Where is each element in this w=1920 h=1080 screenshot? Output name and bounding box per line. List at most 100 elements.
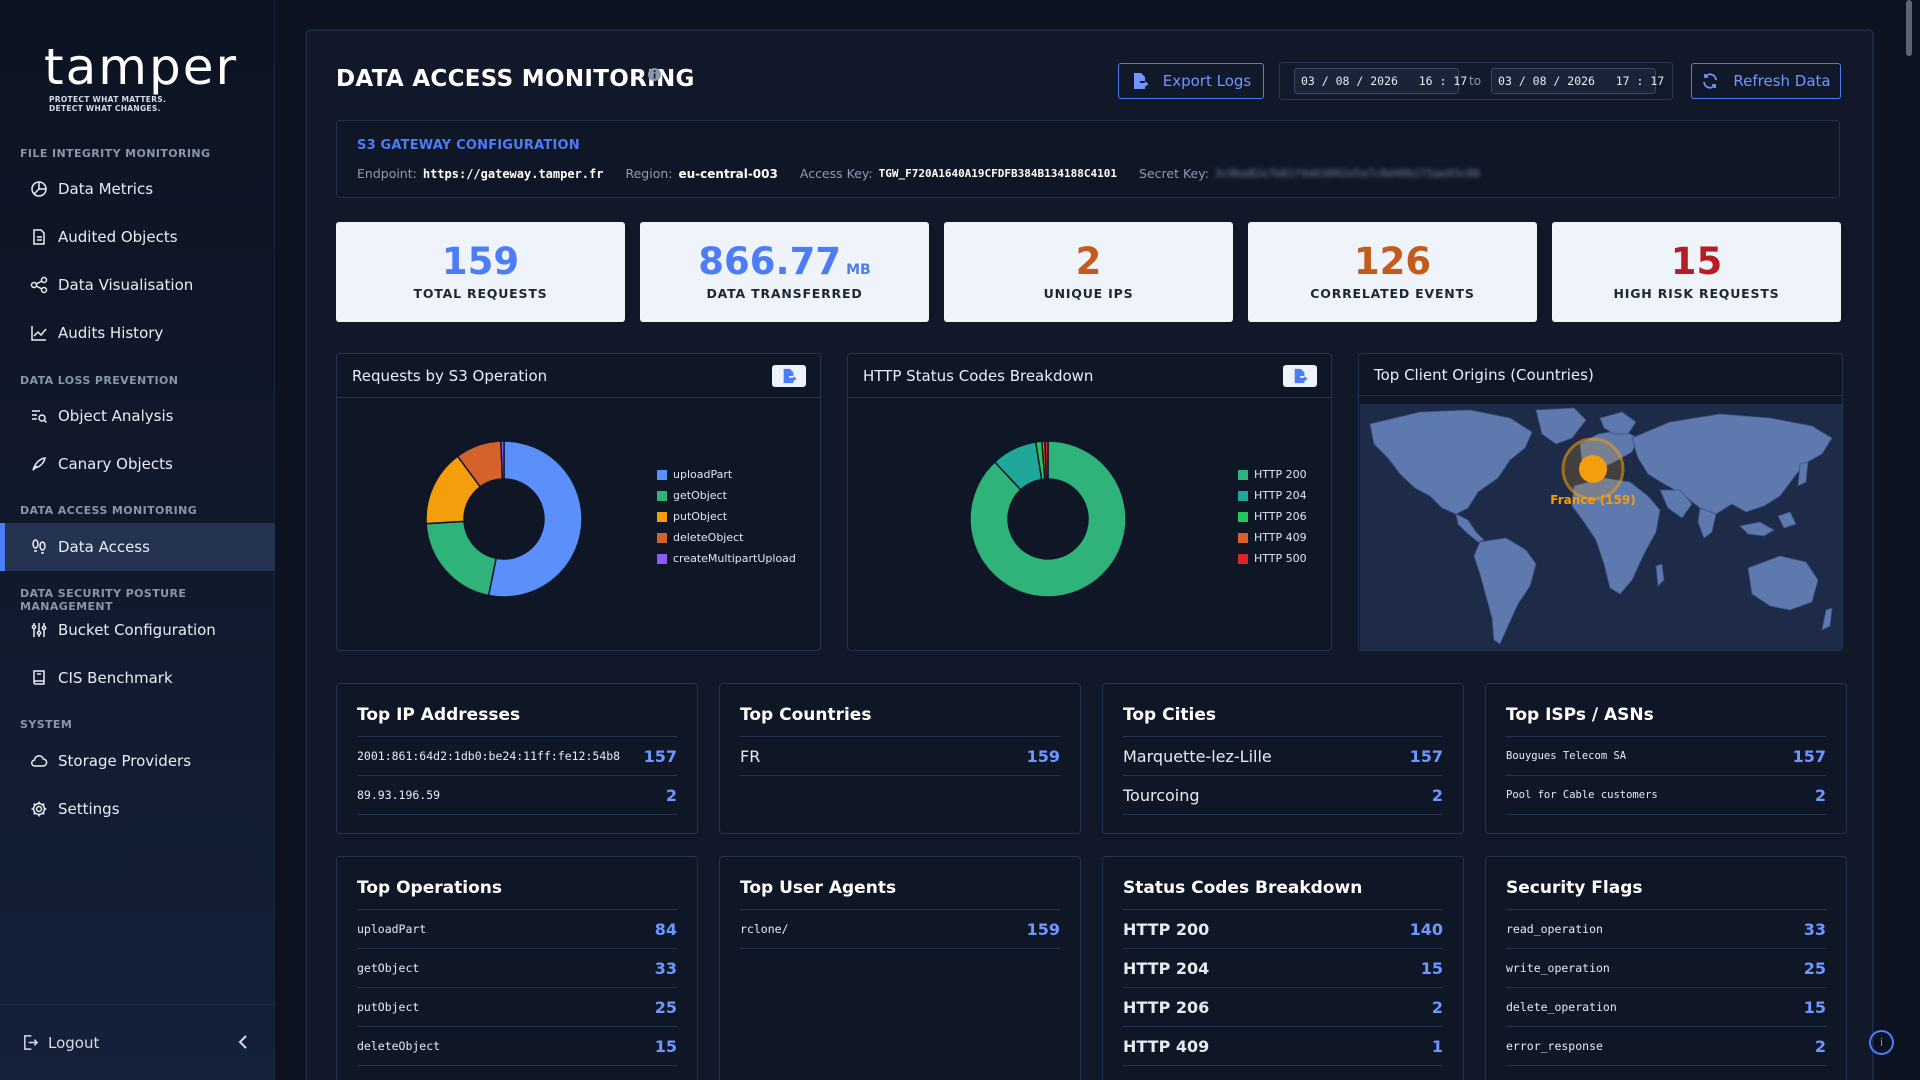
sidebar-item-label: Settings (58, 800, 120, 818)
card-rows: rclone/159 (740, 909, 1060, 949)
sidebar-item-label: Storage Providers (58, 752, 192, 770)
list-item-key: delete_operation (1506, 1000, 1617, 1014)
footprints-icon (30, 538, 48, 556)
card-rows: FR 159 (740, 736, 1060, 776)
legend-item[interactable]: getObject (657, 485, 796, 506)
legend-item[interactable]: HTTP 500 (1238, 548, 1307, 569)
date-range: 03 / 08 / 2026 16 : 17 to 03 / 08 / 2026… (1279, 62, 1673, 100)
donut-slice-uploadpart[interactable] (487, 440, 583, 598)
legend-item[interactable]: deleteObject (657, 527, 796, 548)
date-to-input[interactable]: 03 / 08 / 2026 17 : 17 (1491, 68, 1664, 94)
legend-item[interactable]: HTTP 200 (1238, 464, 1307, 485)
list-item-count: 2 (1431, 997, 1443, 1017)
page-scrollbar[interactable] (1904, 0, 1914, 1080)
legend-swatch (657, 532, 667, 543)
card-title: Security Flags (1506, 878, 1643, 898)
client-origins-panel: Top Client Origins (Countries) (1358, 353, 1843, 651)
sidebar-item-cis-benchmark[interactable]: CIS Benchmark (0, 654, 275, 702)
legend-item[interactable]: HTTP 206 (1238, 506, 1307, 527)
kpi-data-transferred: 866.77 MB DATA TRANSFERRED (640, 222, 929, 322)
logo-wordmark: tamper (44, 38, 239, 96)
list-item-key: rclone/ (740, 922, 789, 936)
logout-button[interactable]: Logout (22, 1034, 99, 1052)
legend-item[interactable]: HTTP 409 (1238, 527, 1307, 548)
card-rows: read_operation 33 write_operation 25 delete_… (1506, 909, 1826, 1066)
list-item-key: Tourcoing (1123, 785, 1200, 805)
legend-item[interactable]: createMultipartUpload (657, 548, 796, 569)
list-item: error_response 2 (1506, 1027, 1826, 1066)
legend-label: uploadPart (673, 468, 733, 481)
bird-icon (30, 455, 48, 473)
sidebar-item-canary-objects[interactable]: Canary Objects (0, 440, 275, 488)
donut-slice-http-200[interactable] (969, 440, 1127, 598)
legend-item[interactable]: HTTP 204 (1238, 485, 1307, 506)
donut-slice-getobject[interactable] (425, 520, 497, 597)
list-item-key: read_operation (1506, 922, 1603, 936)
pie-chart-icon (30, 180, 48, 198)
list-item-count: 159 (1026, 746, 1060, 766)
export-logs-button[interactable]: Export Logs (1118, 63, 1264, 99)
sidebar-item-data-access[interactable]: Data Access (0, 523, 275, 571)
sidebar-item-object-analysis[interactable]: Object Analysis (0, 392, 275, 440)
file-export-icon (783, 368, 797, 384)
legend-item[interactable]: uploadPart (657, 464, 796, 485)
list-item-key: error_response (1506, 1039, 1603, 1053)
list-item-count: 157 (643, 746, 677, 766)
help-button[interactable]: i (1869, 1030, 1894, 1055)
sidebar-item-data-visualisation[interactable]: Data Visualisation (0, 261, 275, 309)
logo-tagline-2: DETECT WHAT CHANGES. (49, 104, 161, 113)
sidebar-footer: Logout (0, 1004, 275, 1080)
list-item-count: 15 (654, 1036, 677, 1056)
stats-card: Top Countries FR 159 (719, 683, 1081, 834)
http-status-legend: HTTP 200 HTTP 204 HTTP 206 HTTP 409 HTTP 500 (1238, 464, 1307, 569)
list-item-count: 15 (1803, 997, 1826, 1017)
card-rows: uploadPart 84 getObject 33 putObject 25 delete… (357, 909, 677, 1066)
kpi-unit: MB (846, 262, 871, 278)
kpi-label: CORRELATED EVENTS (1310, 286, 1475, 301)
card-rows: 2001:861:64d2:1db0:be24:11ff:fe12:54b8 15… (357, 736, 677, 815)
sidebar-item-data-metrics[interactable]: Data Metrics (0, 165, 275, 213)
sidebar-item-settings[interactable]: Settings (0, 785, 275, 833)
legend-item[interactable]: putObject (657, 506, 796, 527)
s3-gateway-config: S3 GATEWAY CONFIGURATION Endpoint: https… (336, 120, 1840, 198)
stats-card: Top Operations uploadPart 84 getObject 33 put… (336, 856, 698, 1080)
donut-slice-http-500[interactable] (1044, 440, 1049, 480)
list-item-count: 33 (1803, 919, 1826, 939)
legend-swatch (657, 511, 667, 522)
list-item-key: 89.93.196.59 (357, 788, 441, 802)
legend-label: deleteObject (673, 531, 744, 544)
kpi-high-risk-requests: 15 HIGH RISK REQUESTS (1552, 222, 1841, 322)
sidebar-item-audits-history[interactable]: Audits History (0, 309, 275, 357)
legend-label: HTTP 200 (1254, 468, 1307, 481)
info-icon[interactable] (647, 67, 662, 82)
sidebar-item-bucket-configuration[interactable]: Bucket Configuration (0, 606, 275, 654)
legend-swatch (1238, 511, 1248, 522)
cloud-icon (30, 752, 48, 770)
chevron-left-icon[interactable] (235, 1031, 253, 1053)
panel-export-button[interactable] (1283, 365, 1317, 387)
panel-title: Top Client Origins (Countries) (1374, 365, 1594, 384)
refresh-data-button[interactable]: Refresh Data (1691, 63, 1841, 99)
donut-slice-createmultipartupload[interactable] (500, 440, 505, 480)
list-item-key: getObject (357, 961, 420, 975)
logout-label: Logout (48, 1033, 100, 1052)
logo-tagline-1: PROTECT WHAT MATTERS. (49, 95, 167, 104)
list-item-count: 140 (1409, 919, 1443, 939)
operations-legend: uploadPart getObject putObject deleteObject… (657, 464, 796, 569)
date-from-input[interactable]: 03 / 08 / 2026 16 : 17 (1294, 68, 1467, 94)
list-item: HTTP 200 140 (1123, 910, 1443, 949)
http-status-panel: HTTP Status Codes Breakdown HTTP 200 HTTP… (847, 353, 1332, 651)
sidebar-item-storage-providers[interactable]: Storage Providers (0, 737, 275, 785)
tamper-logo[interactable]: tamper PROTECT WHAT MATTERS. DETECT WHAT… (44, 42, 238, 113)
legend-swatch (657, 553, 667, 564)
list-item-key: Pool for Cable customers (1506, 789, 1658, 801)
legend-label: putObject (673, 510, 728, 523)
panel-export-button[interactable] (772, 365, 806, 387)
sidebar-item-audited-objects[interactable]: Audited Objects (0, 213, 275, 261)
scrollbar-thumb[interactable] (1906, 0, 1912, 56)
list-item: Marquette-lez-Lille 157 (1123, 737, 1443, 776)
sidebar-item-label: Data Visualisation (58, 276, 194, 294)
world-map[interactable]: France (159) (1360, 404, 1842, 650)
kpi-value: 126 (1248, 242, 1537, 282)
list-item: deleteObject 15 (357, 1027, 677, 1066)
